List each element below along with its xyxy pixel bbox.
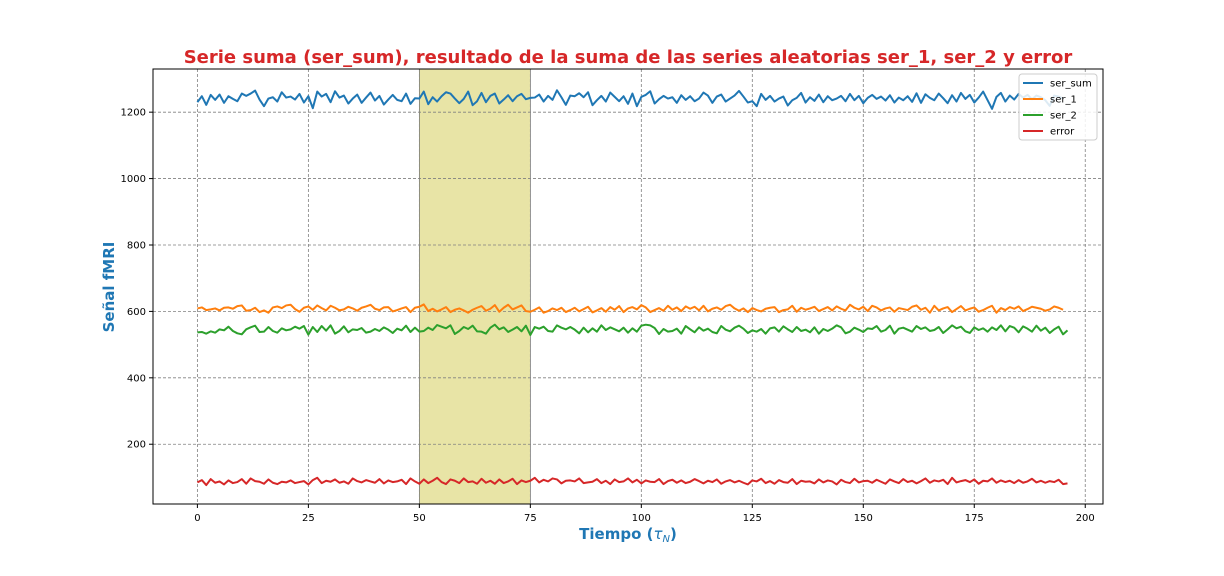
series-line-error xyxy=(196,476,1068,487)
y-axis-label: Señal fMRI xyxy=(100,242,118,333)
x-axis-label-close: ) xyxy=(670,525,677,543)
x-axis-label-subscript: N xyxy=(662,534,670,545)
x-tick-label: 25 xyxy=(302,513,315,524)
x-axis-label: Tiempo (τN) xyxy=(579,525,677,545)
x-axis-label-symbol: τ xyxy=(653,525,663,543)
x-tick-label: 75 xyxy=(524,513,537,524)
legend-label-ser_2: ser_2 xyxy=(1050,111,1077,122)
x-axis-label-text: Tiempo ( xyxy=(579,525,653,543)
series-line-ser_1 xyxy=(197,303,1064,314)
legend-label-ser_sum: ser_sum xyxy=(1050,79,1092,90)
x-tick-label: 0 xyxy=(194,513,200,524)
x-tick-label: 150 xyxy=(854,513,873,524)
x-tick-label: 200 xyxy=(1076,513,1095,524)
y-tick-label: 1000 xyxy=(121,174,146,185)
x-tick-label: 100 xyxy=(632,513,651,524)
legend-box xyxy=(1018,73,1098,141)
y-tick-label: 1200 xyxy=(121,108,146,119)
x-tick-label: 50 xyxy=(413,513,426,524)
series-line-ser_sum xyxy=(196,89,1064,110)
y-tick-label: 400 xyxy=(127,373,146,384)
y-tick-label: 200 xyxy=(127,440,146,451)
legend-label-ser_1: ser_1 xyxy=(1050,95,1077,106)
plot-area-frame xyxy=(152,68,1104,505)
highlight-span xyxy=(419,68,531,505)
series-line-ser_2 xyxy=(197,323,1069,336)
y-tick-label: 600 xyxy=(127,307,146,318)
x-tick-label: 175 xyxy=(965,513,984,524)
x-tick-label: 125 xyxy=(743,513,762,524)
legend-label-error: error xyxy=(1050,127,1075,138)
chart-title: Serie suma (ser_sum), resultado de la su… xyxy=(184,47,1073,68)
y-tick-label: 800 xyxy=(127,240,146,251)
